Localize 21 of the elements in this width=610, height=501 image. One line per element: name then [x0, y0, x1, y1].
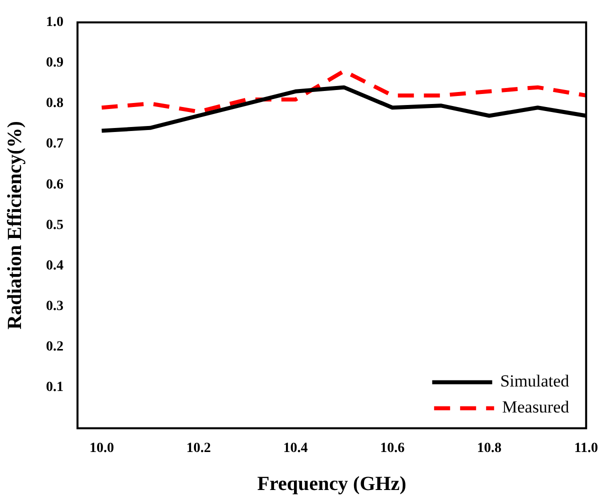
legend-label: Simulated [500, 372, 570, 391]
y-axis-title: Radiation Efficiency(%) [4, 121, 26, 330]
legend-label: Measured [502, 398, 570, 417]
y-tick-label: 1.0 [46, 15, 64, 30]
y-tick-label: 0.9 [46, 56, 64, 71]
x-tick-label: 11.0 [574, 441, 598, 456]
y-tick-label: 0.8 [46, 96, 64, 112]
y-tick-label: 0.4 [46, 258, 64, 274]
y-tick-label: 0.1 [46, 380, 64, 396]
x-tick-label: 10.2 [186, 441, 211, 456]
x-tick-label: 10.0 [89, 441, 114, 456]
y-tick-label: 0.5 [46, 218, 64, 233]
y-tick-label: 0.2 [46, 340, 64, 355]
y-tick-label: 0.7 [46, 136, 64, 152]
x-tick-label: 10.8 [477, 441, 502, 456]
x-tick-label: 10.4 [283, 441, 308, 456]
y-tick-label: 0.6 [46, 177, 64, 192]
line-series [100, 69, 586, 114]
x-tick-label: 10.6 [380, 441, 405, 456]
x-axis-title: Frequency (GHz) [257, 473, 406, 496]
y-tick-label: 0.3 [46, 299, 64, 314]
